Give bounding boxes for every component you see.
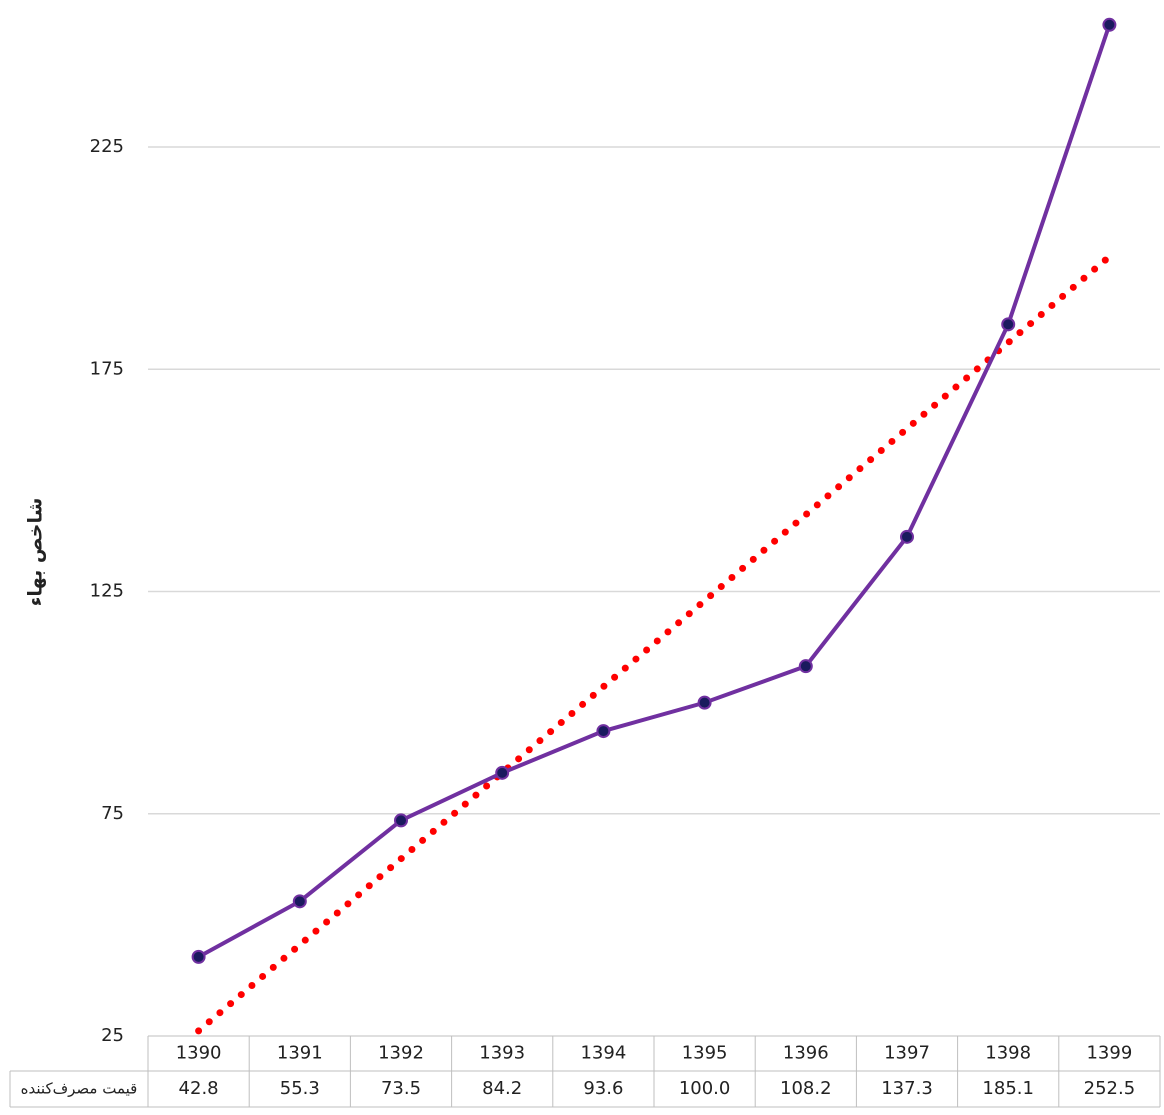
y-tick-label: 75 [101,803,124,824]
y-tick-label: 25 [101,1025,124,1046]
table-value: 55.3 [280,1078,320,1099]
x-tick-label: 1391 [277,1043,323,1064]
data-point [1001,317,1016,332]
x-tick-label: 1398 [985,1043,1031,1064]
table-value: 252.5 [1084,1078,1136,1099]
trendline [195,253,1113,1035]
data-point [394,813,408,828]
x-tick-label: 1393 [479,1043,525,1064]
table-value: 93.6 [583,1078,623,1099]
table-value: 42.8 [179,1078,219,1099]
series-line [197,24,1112,959]
data-point [798,659,813,674]
data-point [191,949,206,964]
table-value: 100.0 [679,1078,731,1099]
table-value: 137.3 [881,1078,933,1099]
table-value: 185.1 [982,1078,1034,1099]
data-point [900,529,914,544]
x-tick-label: 1392 [378,1043,424,1064]
legend-label: قیمت مصرف‌کننده [21,1080,138,1098]
x-tick-label: 1394 [580,1043,626,1064]
x-tick-label: 1399 [1086,1043,1132,1064]
y-tick-label: 225 [90,136,124,157]
x-tick-label: 1397 [884,1043,930,1064]
table-value: 108.2 [780,1078,832,1099]
data-point [1102,17,1117,32]
x-tick-label: 1390 [176,1043,222,1064]
table-value: 73.5 [381,1078,421,1099]
data-point [495,765,510,780]
y-axis-title: شاخص بهاء [25,498,47,607]
x-tick-label: 1395 [682,1043,728,1064]
table-value: 84.2 [482,1078,522,1099]
data-point [292,894,307,909]
y-tick-label: 175 [90,358,124,379]
y-tick-label: 125 [90,581,124,602]
x-tick-label: 1396 [783,1043,829,1064]
data-point [697,695,712,710]
data-point [596,724,611,739]
